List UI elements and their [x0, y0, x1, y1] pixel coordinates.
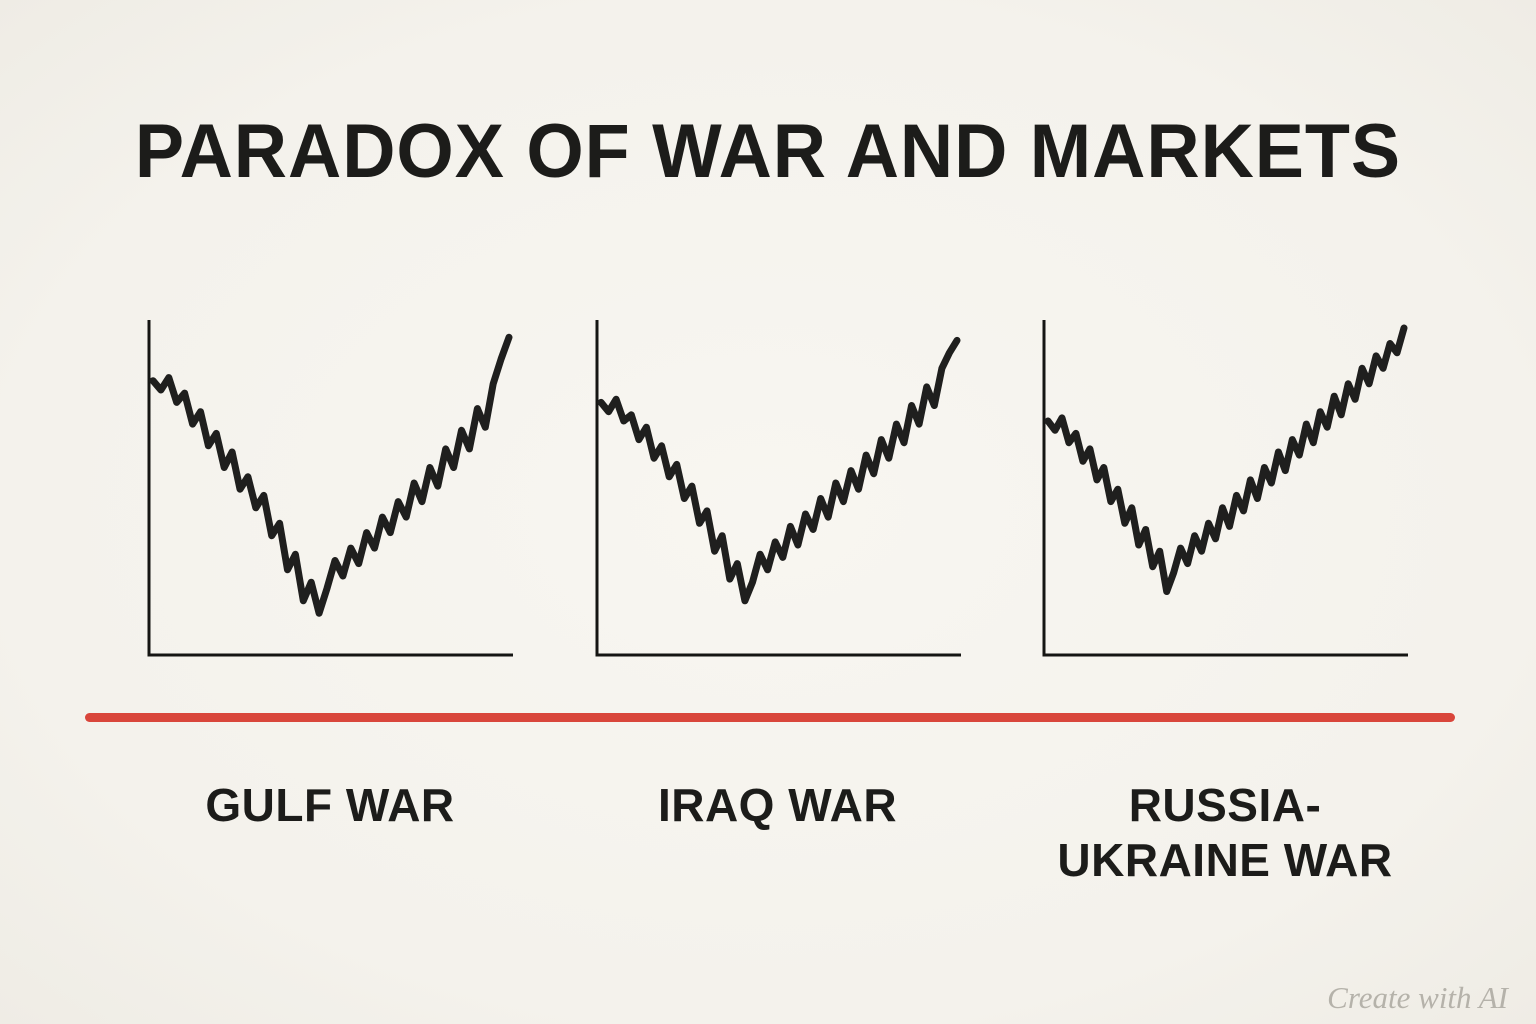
chart-labels-row: GULF WAR IRAQ WAR RUSSIA-UKRAINE WAR: [145, 778, 1410, 888]
chart-iraq-war: [593, 318, 963, 660]
line-chart-gulf-war: [147, 320, 513, 657]
line-chart-russia-ukraine-war: [1042, 320, 1408, 657]
chart-label-gulf-war: GULF WAR: [205, 779, 455, 831]
watermark-text: Create with AI: [1327, 980, 1508, 1015]
red-divider-line: [85, 713, 1455, 722]
page-title: PARADOX OF WAR AND MARKETS: [134, 109, 1402, 194]
charts-row: [145, 318, 1410, 660]
chart-label-russia-ukraine-war: RUSSIA-UKRAINE WAR: [1057, 779, 1393, 887]
chart-russia-ukraine-war: [1040, 318, 1410, 660]
chart-label-iraq-war: IRAQ WAR: [657, 779, 898, 831]
chart-gulf-war: [145, 318, 515, 660]
line-chart-iraq-war: [595, 320, 961, 657]
